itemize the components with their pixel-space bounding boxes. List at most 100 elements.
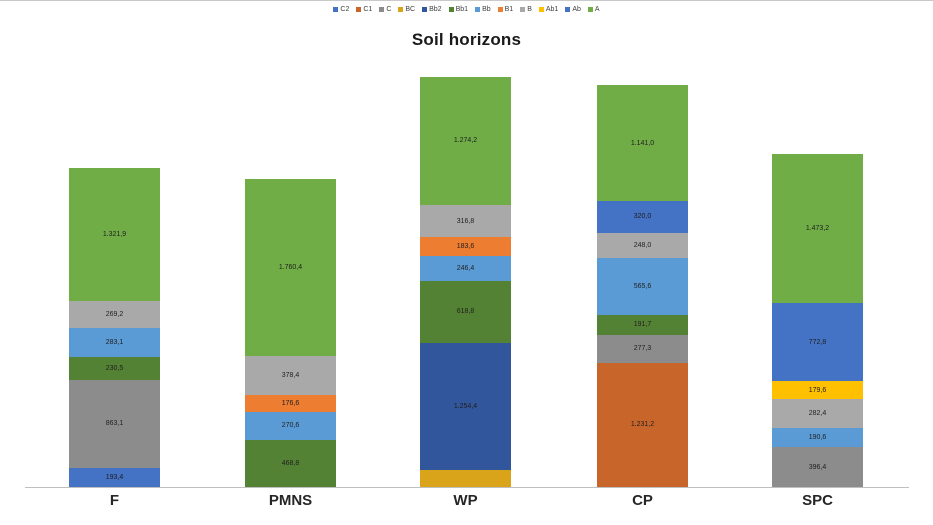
data-label: 270,6 [281, 422, 300, 430]
segment-pmns-a: 1.760,4 [245, 178, 336, 357]
legend-item-ab: Ab [565, 6, 581, 13]
data-label: 772,8 [808, 338, 827, 346]
legend-swatch-icon [475, 7, 481, 12]
legend-swatch-icon [565, 7, 571, 12]
legend-swatch-icon [398, 7, 404, 12]
legend-label: C2 [340, 6, 350, 13]
legend-item-b1: B1 [497, 6, 514, 13]
segment-f-b: 269,2 [69, 301, 160, 329]
legend-swatch-icon [356, 7, 362, 12]
segment-wp-bc [420, 469, 511, 487]
data-label: 190,6 [808, 433, 827, 441]
data-label: 277,3 [633, 345, 652, 353]
legend-swatch-icon [422, 7, 428, 12]
legend-item-bb2: Bb2 [422, 6, 442, 13]
legend-item-bb: Bb [475, 6, 491, 13]
data-label: 565,6 [633, 283, 652, 291]
segment-wp-bb2: 1.254,4 [420, 343, 511, 470]
legend-label: Ab [572, 6, 581, 13]
legend-label: Bb1 [455, 6, 469, 13]
legend-item-a: A [587, 6, 600, 13]
legend-item-b: B [520, 6, 532, 13]
legend-item-ab1: Ab1 [538, 6, 559, 13]
legend-label: Bb2 [429, 6, 442, 13]
segment-cp-b: 248,0 [597, 233, 688, 259]
data-label: 1.760,4 [278, 263, 303, 271]
segment-pmns-bb1: 468,8 [245, 439, 336, 487]
category-label-f: F [109, 492, 120, 509]
segment-f-c: 863,1 [69, 380, 160, 468]
segment-spc-a: 1.473,2 [772, 154, 863, 304]
data-label: 396,4 [808, 463, 827, 471]
legend-label: Ab1 [545, 6, 559, 13]
segment-cp-c1: 1.231,2 [597, 362, 688, 487]
legend-swatch-icon [379, 7, 385, 12]
data-label: 283,1 [105, 339, 124, 347]
segment-spc-c: 396,4 [772, 447, 863, 487]
legend-label: A [594, 6, 600, 13]
legend-label: C1 [363, 6, 373, 13]
data-label: 183,6 [456, 242, 475, 250]
data-label: 193,4 [105, 473, 124, 481]
category-label-spc: SPC [802, 492, 833, 509]
segment-spc-bb: 190,6 [772, 427, 863, 447]
segment-pmns-b: 378,4 [245, 356, 336, 395]
chart-legend: C2 C1 C BC Bb2 Bb1 Bb B1 B Ab1 Ab A [0, 6, 933, 13]
segment-spc-b: 282,4 [772, 399, 863, 428]
legend-item-c2: C2 [333, 6, 349, 13]
data-label: 863,1 [105, 420, 124, 428]
data-label: 1.231,2 [630, 421, 655, 429]
data-label: 248,0 [633, 242, 652, 250]
segment-cp-bb: 565,6 [597, 258, 688, 316]
data-label: 378,4 [281, 371, 300, 379]
segment-cp-a: 1.141,0 [597, 85, 688, 201]
segment-spc-ab: 772,8 [772, 303, 863, 382]
stacked-bar-spc: 396,4 190,6 282,4 179,6 772,8 1.473,2 [772, 154, 863, 487]
data-label: 1.321,9 [102, 230, 127, 238]
legend-item-bb1: Bb1 [448, 6, 469, 13]
data-label: 468,8 [281, 459, 300, 467]
data-label: 316,8 [456, 217, 475, 225]
segment-wp-a: 1.274,2 [420, 76, 511, 206]
segment-pmns-b1: 176,6 [245, 394, 336, 413]
data-label: 246,4 [456, 264, 475, 272]
data-label: 1.254,4 [453, 402, 478, 410]
x-axis-line [25, 487, 909, 488]
segment-cp-bb1: 191,7 [597, 315, 688, 335]
segment-wp-bb: 246,4 [420, 255, 511, 281]
chart-title: Soil horizons [411, 30, 522, 49]
legend-label: B [527, 6, 532, 13]
legend-swatch-icon [497, 7, 503, 12]
segment-cp-ab: 320,0 [597, 200, 688, 234]
category-label-pmns: PMNS [268, 492, 313, 509]
segment-wp-b1: 183,6 [420, 237, 511, 256]
segment-f-bb1: 230,5 [69, 357, 160, 381]
legend-label: Bb [482, 6, 491, 13]
category-label-wp: WP [453, 492, 478, 509]
stacked-bar-pmns: 468,8 270,6 176,6 378,4 1.760,4 [245, 178, 336, 487]
legend-item-c: C [379, 6, 391, 13]
segment-wp-bb1: 618,8 [420, 280, 511, 344]
segment-cp-c: 277,3 [597, 334, 688, 363]
stacked-bar-wp: 1.254,4 618,8 246,4 183,6 316,8 1.274,2 [420, 76, 511, 487]
stacked-bar-cp: 1.231,2 277,3 191,7 565,6 248,0 320,0 1.141,0 [597, 85, 688, 487]
data-label: 618,8 [456, 308, 475, 316]
segment-f-a: 1.321,9 [69, 167, 160, 302]
segment-wp-b: 316,8 [420, 205, 511, 238]
data-label: 1.274,2 [453, 137, 478, 145]
legend-label: B1 [504, 6, 514, 13]
legend-label: C [386, 6, 392, 13]
legend-swatch-icon [520, 7, 526, 12]
data-label: 179,6 [808, 386, 827, 394]
data-label: 1.473,2 [805, 225, 830, 233]
data-label: 1.141,0 [630, 139, 655, 147]
data-label: 282,4 [808, 409, 827, 417]
legend-swatch-icon [538, 7, 544, 12]
legend-item-c1: C1 [356, 6, 372, 13]
data-label: 230,5 [105, 365, 124, 373]
data-label: 269,2 [105, 311, 124, 319]
segment-f-c2: 193,4 [69, 467, 160, 487]
legend-item-bc: BC [398, 6, 415, 13]
data-label: 176,6 [281, 399, 300, 407]
data-label: 320,0 [633, 213, 652, 221]
